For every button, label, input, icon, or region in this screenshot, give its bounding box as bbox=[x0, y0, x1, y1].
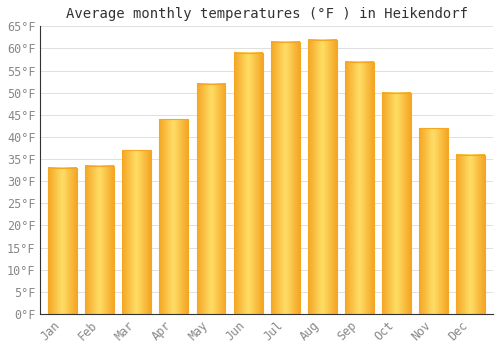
Bar bbox=[122, 150, 152, 314]
Bar bbox=[85, 166, 114, 314]
Bar bbox=[308, 40, 337, 314]
Bar bbox=[382, 93, 411, 314]
Bar bbox=[345, 62, 374, 314]
Bar bbox=[419, 128, 448, 314]
Bar bbox=[196, 84, 226, 314]
Bar bbox=[271, 42, 300, 314]
Bar bbox=[48, 168, 77, 314]
Bar bbox=[456, 155, 486, 314]
Title: Average monthly temperatures (°F ) in Heikendorf: Average monthly temperatures (°F ) in He… bbox=[66, 7, 468, 21]
Bar bbox=[160, 119, 188, 314]
Bar bbox=[234, 53, 262, 314]
